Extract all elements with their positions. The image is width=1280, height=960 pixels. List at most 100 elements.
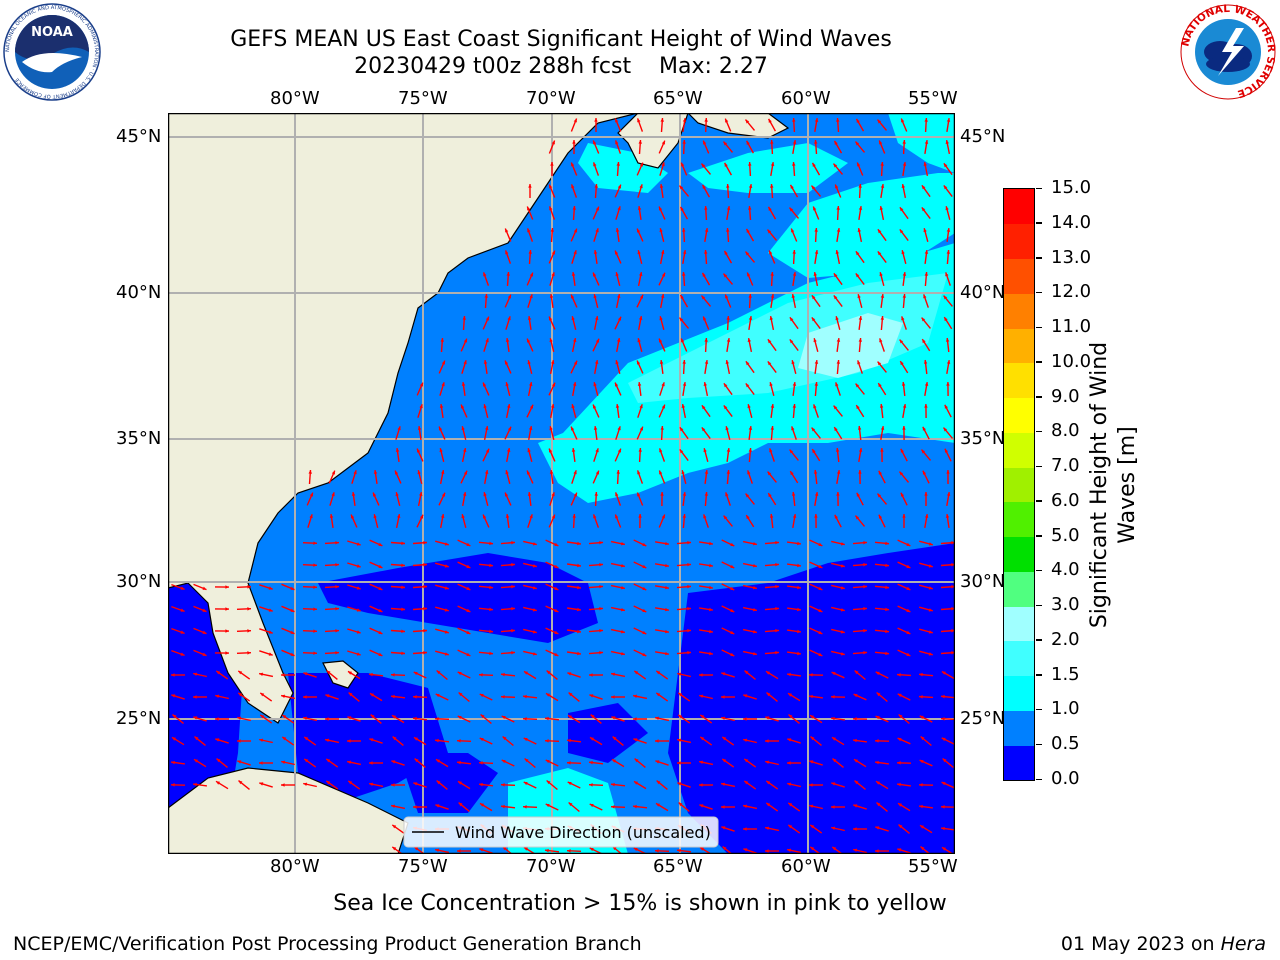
wind-arrow-head xyxy=(901,118,905,123)
wind-arrow-head xyxy=(945,206,949,211)
wind-arrow-head xyxy=(921,207,926,212)
wind-arrow-head xyxy=(401,629,405,633)
wind-arrow-head xyxy=(511,563,515,567)
wind-arrow-head xyxy=(880,448,884,452)
wind-arrow-head xyxy=(637,228,641,233)
wind-arrow-head xyxy=(572,514,576,518)
wind-arrow-head xyxy=(441,492,445,497)
wind-arrow-head xyxy=(767,471,772,476)
wind-arrow-head xyxy=(532,586,537,590)
wind-arrow-head xyxy=(923,228,927,233)
wind-arrow-head xyxy=(744,670,749,675)
wind-arrow-head xyxy=(854,780,859,785)
wind-arrow-head xyxy=(722,846,727,851)
wind-arrow-head xyxy=(863,651,867,655)
wind-arrow-head xyxy=(880,162,884,166)
colorbar-segment xyxy=(1004,432,1034,468)
wind-arrow-head xyxy=(766,692,771,697)
wind-arrow-head xyxy=(573,338,577,342)
wind-arrow-head xyxy=(225,607,229,611)
wind-arrow-head xyxy=(397,514,401,518)
wind-arrow-head xyxy=(458,802,463,807)
wind-arrow-head xyxy=(775,607,779,611)
wind-arrow-head xyxy=(811,427,816,432)
wind-arrow-head xyxy=(747,338,751,342)
wind-arrow-head xyxy=(818,608,823,612)
wind-arrow-head xyxy=(943,163,948,168)
wind-arrow-head xyxy=(835,448,840,452)
colorbar-tick-label: 7.0 xyxy=(1051,455,1080,477)
wind-arrow-head xyxy=(775,585,779,589)
wind-arrow-head xyxy=(637,250,641,255)
wind-arrow-head xyxy=(356,630,361,634)
wind-arrow-head xyxy=(621,586,625,590)
wind-arrow-head xyxy=(687,563,691,567)
wind-arrow-head xyxy=(810,736,815,741)
wind-arrow-head xyxy=(679,449,684,454)
wind-arrow-head xyxy=(378,652,383,656)
wind-arrow-head xyxy=(919,715,924,720)
wind-arrow-head xyxy=(944,317,948,322)
colorbar-segment xyxy=(1004,640,1034,677)
wind-arrow-head xyxy=(370,693,374,697)
wind-arrow-head xyxy=(615,250,619,255)
wind-arrow-head xyxy=(745,119,750,124)
wind-arrow-head xyxy=(461,514,465,519)
wind-arrow-head xyxy=(325,717,329,721)
wind-arrow-head xyxy=(709,607,713,612)
wind-arrow-head xyxy=(356,608,361,612)
wind-arrow-head xyxy=(818,630,823,634)
wind-arrow-head xyxy=(466,542,471,546)
wind-arrow-head xyxy=(595,228,599,233)
wind-arrow-head xyxy=(724,250,728,255)
wind-arrow-head xyxy=(511,541,515,545)
colorbar-tick-label: 3.0 xyxy=(1051,594,1080,616)
colorbar-tick-mark xyxy=(1036,187,1042,189)
wind-arrow-head xyxy=(325,738,329,742)
wind-arrow-head xyxy=(655,849,659,853)
wind-arrow-head xyxy=(505,470,509,475)
wind-arrow-head xyxy=(466,608,471,612)
wind-arrow-head xyxy=(797,607,801,612)
wind-arrow-head xyxy=(524,758,529,763)
wind-arrow-head xyxy=(721,695,725,699)
wind-arrow-head xyxy=(945,514,950,518)
wind-arrow-head xyxy=(880,294,885,298)
wind-arrow-head xyxy=(423,585,427,589)
wind-arrow-head xyxy=(401,585,405,589)
wind-arrow-head xyxy=(879,140,883,145)
wind-arrow-head xyxy=(900,492,905,497)
wind-arrow-head xyxy=(268,652,273,656)
wind-arrow-head xyxy=(612,759,616,763)
colorbar-tick-mark xyxy=(1036,430,1042,433)
wind-arrow-head xyxy=(945,338,950,342)
colorbar-segment xyxy=(1004,293,1034,329)
wind-arrow-head xyxy=(577,651,581,656)
lon-label-bottom: 55°W xyxy=(908,856,958,877)
wind-arrow-head xyxy=(661,140,665,145)
wind-arrow-head xyxy=(466,652,471,656)
wind-arrow-head xyxy=(792,382,797,386)
wind-arrow-head xyxy=(303,716,307,720)
wind-arrow-head xyxy=(466,630,471,634)
wind-arrow-head xyxy=(855,251,860,256)
wind-arrow-head xyxy=(809,783,813,787)
colorbar-tick-label: 0.0 xyxy=(1051,768,1080,789)
wind-arrow-head xyxy=(765,760,770,764)
wind-arrow-head xyxy=(876,802,881,807)
wind-arrow-head xyxy=(309,492,313,497)
wind-arrow-head xyxy=(373,492,377,497)
wind-arrow-head xyxy=(744,758,749,763)
wind-arrow-head xyxy=(571,162,575,167)
wind-arrow-head xyxy=(853,694,858,698)
wind-arrow-head xyxy=(687,607,691,611)
wind-arrow-head xyxy=(681,404,685,408)
wind-arrow-head xyxy=(444,542,449,546)
wind-arrow-head xyxy=(281,694,285,698)
wind-arrow-head xyxy=(941,805,945,809)
wind-arrow-head xyxy=(748,294,752,298)
wind-arrow-head xyxy=(194,759,198,763)
wind-arrow-head xyxy=(551,382,555,387)
wind-arrow-head xyxy=(633,694,637,698)
wind-arrow-head xyxy=(923,294,927,299)
